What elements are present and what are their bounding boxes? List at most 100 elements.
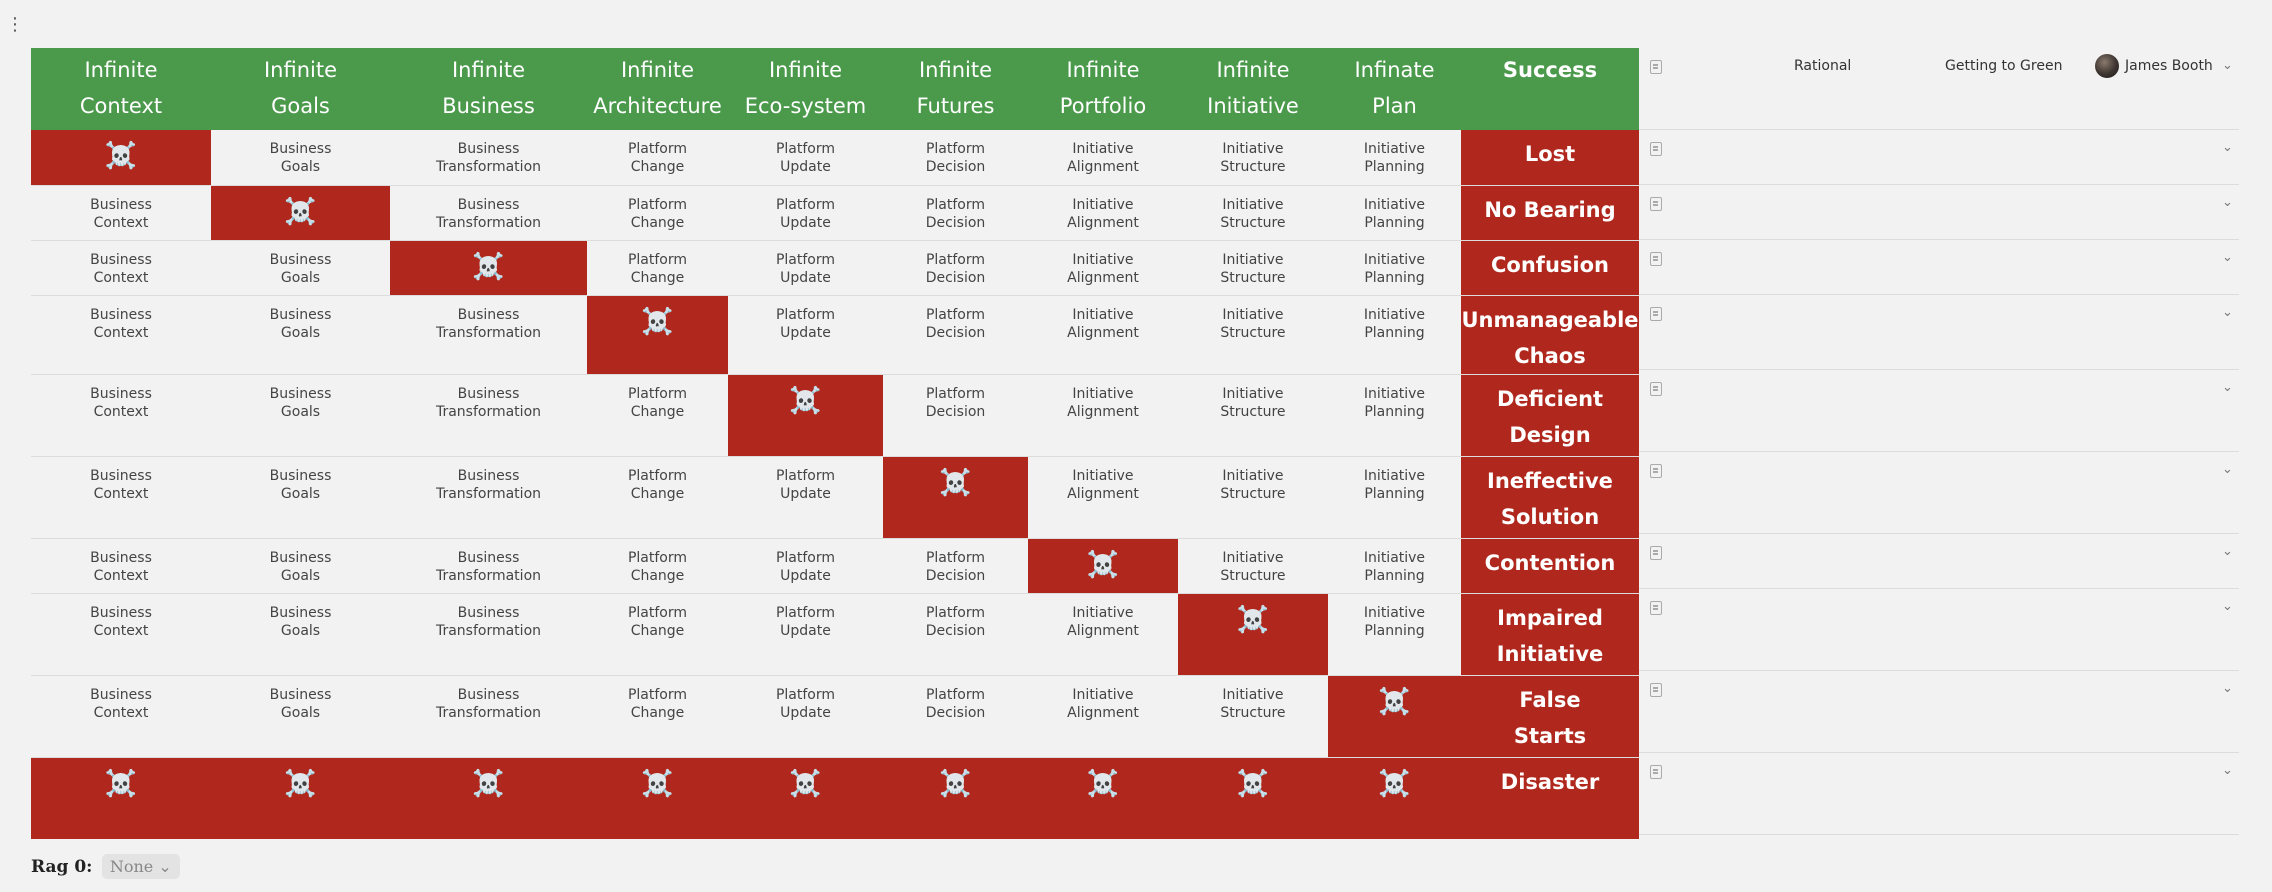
chevron-down-icon[interactable]: ⌄	[2222, 195, 2233, 210]
notes-icon[interactable]	[1650, 546, 1662, 560]
column-header[interactable]: Infinite Portfolio	[1028, 48, 1178, 130]
matrix-cell[interactable]: Platform Decision	[883, 295, 1028, 375]
notes-icon[interactable]	[1650, 382, 1662, 396]
column-header[interactable]: Infinite Context	[31, 48, 211, 130]
failure-cell[interactable]: ☠️	[883, 456, 1028, 539]
matrix-cell[interactable]: Business Transformation	[390, 675, 587, 758]
failure-cell[interactable]: ☠️	[1328, 757, 1461, 839]
matrix-cell[interactable]: Platform Change	[587, 675, 728, 758]
matrix-cell[interactable]: Platform Change	[587, 538, 728, 594]
matrix-cell[interactable]: Business Transformation	[390, 374, 587, 457]
table-row[interactable]: Business Context Business Goals Business Tran…	[31, 374, 1639, 457]
matrix-cell[interactable]: Business Transformation	[390, 593, 587, 676]
failure-cell[interactable]: ☠️	[1178, 757, 1328, 839]
matrix-cell[interactable]: Business Goals	[211, 538, 390, 594]
table-row[interactable]: Business Context Business Goals Business Tran…	[31, 538, 1639, 594]
failure-cell[interactable]: ☠️	[211, 185, 390, 241]
rational-column[interactable]: Rational	[1794, 58, 1852, 74]
matrix-cell[interactable]: Initiative Structure	[1178, 295, 1328, 375]
chevron-down-icon[interactable]: ⌄	[2222, 140, 2233, 155]
matrix-cell[interactable]: Initiative Structure	[1178, 456, 1328, 539]
success-outcome[interactable]: Unmanageable Chaos	[1461, 295, 1639, 375]
matrix-cell[interactable]: Business Transformation	[390, 130, 587, 186]
failure-cell[interactable]: ☠️	[587, 295, 728, 375]
matrix-cell[interactable]: Business Context	[31, 295, 211, 375]
matrix-cell[interactable]: Initiative Structure	[1178, 374, 1328, 457]
matrix-cell[interactable]: Business Transformation	[390, 456, 587, 539]
column-header[interactable]: Infinite Eco-system	[728, 48, 883, 130]
matrix-cell[interactable]: Business Goals	[211, 675, 390, 758]
matrix-cell[interactable]: Platform Update	[728, 185, 883, 241]
matrix-cell[interactable]: Platform Update	[728, 130, 883, 186]
matrix-cell[interactable]: Platform Update	[728, 538, 883, 594]
matrix-cell[interactable]: Business Goals	[211, 295, 390, 375]
matrix-cell[interactable]: Platform Decision	[883, 374, 1028, 457]
chevron-down-icon[interactable]: ⌄	[2222, 250, 2233, 265]
matrix-cell[interactable]: Business Goals	[211, 130, 390, 186]
failure-cell[interactable]: ☠️	[728, 757, 883, 839]
matrix-cell[interactable]: Platform Update	[728, 456, 883, 539]
failure-cell[interactable]: ☠️	[883, 757, 1028, 839]
matrix-cell[interactable]: Initiative Planning	[1328, 374, 1461, 457]
failure-cell[interactable]: ☠️	[1178, 593, 1328, 676]
matrix-cell[interactable]: Initiative Planning	[1328, 538, 1461, 594]
matrix-cell[interactable]: Business Context	[31, 456, 211, 539]
matrix-cell[interactable]: Platform Decision	[883, 538, 1028, 594]
matrix-cell[interactable]: Initiative Alignment	[1028, 240, 1178, 296]
success-outcome[interactable]: Confusion	[1461, 240, 1639, 296]
matrix-cell[interactable]: Platform Decision	[883, 130, 1028, 186]
matrix-cell[interactable]: Business Context	[31, 593, 211, 676]
success-outcome[interactable]: False Starts	[1461, 675, 1639, 758]
success-outcome[interactable]: Contention	[1461, 538, 1639, 594]
matrix-cell[interactable]: Initiative Structure	[1178, 675, 1328, 758]
table-row[interactable]: Business Context Business Goals Business Tran…	[31, 295, 1639, 375]
table-row[interactable]: ☠️ Business Goals Business Transformation Pla…	[31, 130, 1639, 186]
notes-icon[interactable]	[1650, 683, 1662, 697]
matrix-cell[interactable]: Initiative Alignment	[1028, 593, 1178, 676]
table-row[interactable]: Business Context ☠️ Business Transformation P…	[31, 185, 1639, 241]
matrix-cell[interactable]: Platform Decision	[883, 185, 1028, 241]
notes-icon[interactable]	[1650, 60, 1662, 74]
column-header[interactable]: Infinate Plan	[1328, 48, 1461, 130]
chevron-down-icon[interactable]: ⌄	[2222, 544, 2233, 559]
matrix-cell[interactable]: Initiative Structure	[1178, 538, 1328, 594]
failure-cell[interactable]: ☠️	[31, 757, 211, 839]
matrix-cell[interactable]: Business Goals	[211, 374, 390, 457]
matrix-cell[interactable]: Initiative Planning	[1328, 295, 1461, 375]
matrix-cell[interactable]: Platform Decision	[883, 675, 1028, 758]
failure-cell[interactable]: ☠️	[31, 130, 211, 186]
matrix-cell[interactable]: Initiative Alignment	[1028, 130, 1178, 186]
matrix-cell[interactable]: Initiative Structure	[1178, 185, 1328, 241]
matrix-cell[interactable]: Initiative Alignment	[1028, 675, 1178, 758]
matrix-cell[interactable]: Initiative Structure	[1178, 130, 1328, 186]
owner-name[interactable]: James Booth	[2125, 58, 2213, 74]
failure-cell[interactable]: ☠️	[390, 757, 587, 839]
matrix-cell[interactable]: Business Goals	[211, 456, 390, 539]
matrix-cell[interactable]: Business Context	[31, 185, 211, 241]
more-menu-icon[interactable]: ⋮	[6, 14, 24, 35]
notes-icon[interactable]	[1650, 197, 1662, 211]
chevron-down-icon[interactable]: ⌄	[2222, 763, 2233, 778]
success-column-header[interactable]: Success	[1461, 48, 1639, 130]
matrix-cell[interactable]: Platform Change	[587, 374, 728, 457]
failure-cell[interactable]: ☠️	[211, 757, 390, 839]
matrix-cell[interactable]: Initiative Alignment	[1028, 456, 1178, 539]
matrix-cell[interactable]: Business Transformation	[390, 538, 587, 594]
chevron-down-icon[interactable]: ⌄	[2222, 380, 2233, 395]
matrix-cell[interactable]: Initiative Planning	[1328, 456, 1461, 539]
matrix-cell[interactable]: Platform Decision	[883, 240, 1028, 296]
matrix-cell[interactable]: Initiative Alignment	[1028, 374, 1178, 457]
matrix-cell[interactable]: Platform Change	[587, 130, 728, 186]
column-header[interactable]: Infinite Initiative	[1178, 48, 1328, 130]
matrix-cell[interactable]: Platform Change	[587, 240, 728, 296]
failure-cell[interactable]: ☠️	[587, 757, 728, 839]
matrix-cell[interactable]: Platform Change	[587, 593, 728, 676]
rag-select[interactable]: None ⌄	[101, 854, 180, 879]
matrix-cell[interactable]: Business Context	[31, 374, 211, 457]
column-header[interactable]: Infinite Architecture	[587, 48, 728, 130]
matrix-cell[interactable]: Initiative Structure	[1178, 240, 1328, 296]
chevron-down-icon[interactable]: ⌄	[2222, 599, 2233, 614]
matrix-cell[interactable]: Platform Decision	[883, 593, 1028, 676]
matrix-cell[interactable]: Initiative Planning	[1328, 185, 1461, 241]
notes-icon[interactable]	[1650, 464, 1662, 478]
